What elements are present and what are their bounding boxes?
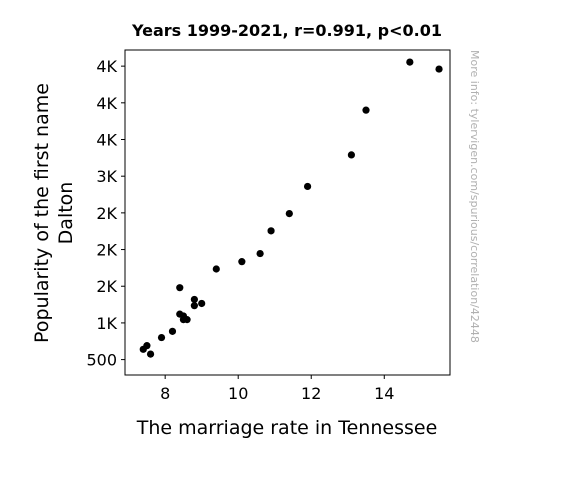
data-point bbox=[190, 295, 198, 304]
y-tick-label: 500 bbox=[86, 351, 117, 370]
y-tick-label: 4K bbox=[96, 57, 117, 76]
y-tick-label: 1K bbox=[96, 314, 117, 333]
data-point bbox=[176, 284, 184, 292]
data-point bbox=[362, 106, 370, 114]
y-tick-label: 2K bbox=[96, 204, 117, 223]
y-tick-label: 3K bbox=[96, 167, 117, 186]
y-tick-label: 4K bbox=[96, 94, 117, 113]
data-point bbox=[190, 302, 198, 310]
watermark-text: More info: tylervigen.com/spurious/corre… bbox=[468, 50, 481, 343]
x-tick-label: 10 bbox=[228, 384, 248, 403]
plot-area: 8 10 12 14 500 1K 2K 2K 2K 3K 4K 4K 4K bbox=[86, 49, 451, 403]
chart-title: Years 1999-2021, r=0.991, p<0.01 bbox=[131, 21, 442, 40]
data-point bbox=[139, 345, 147, 353]
x-tick-label: 12 bbox=[301, 384, 321, 403]
data-point bbox=[238, 258, 246, 266]
y-tick-label: 2K bbox=[96, 241, 117, 260]
y-tick-label: 4K bbox=[96, 131, 117, 150]
data-point bbox=[285, 210, 293, 218]
data-point bbox=[303, 182, 312, 191]
data-point bbox=[256, 249, 264, 258]
data-point bbox=[168, 327, 177, 335]
data-point bbox=[146, 350, 155, 358]
y-tick-label: 2K bbox=[96, 277, 117, 296]
data-point bbox=[157, 333, 166, 342]
x-axis-label: The marriage rate in Tennessee bbox=[136, 417, 438, 439]
y-axis-label-line-2: Dalton bbox=[55, 182, 77, 245]
data-point bbox=[347, 151, 356, 159]
x-tick-label: 8 bbox=[160, 384, 170, 403]
data-point bbox=[267, 227, 275, 235]
y-axis-label-line-1: Popularity of the first name bbox=[31, 83, 53, 343]
data-point bbox=[212, 265, 220, 273]
data-point bbox=[183, 316, 191, 324]
data-point bbox=[406, 58, 414, 66]
data-point bbox=[435, 65, 443, 73]
data-point bbox=[198, 299, 206, 308]
x-tick-label: 14 bbox=[374, 384, 394, 403]
